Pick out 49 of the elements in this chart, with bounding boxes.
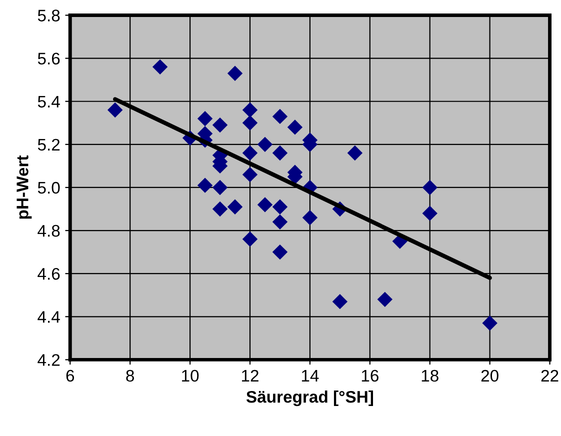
point [107, 102, 123, 118]
x-tick-label: 16 [362, 370, 378, 382]
point [272, 244, 288, 260]
x-tick-label: 22 [541, 370, 558, 382]
point [242, 102, 258, 118]
point [212, 201, 228, 217]
y-axis-title: pH-Wert [16, 155, 32, 219]
y-tick-label: 5.4 [38, 96, 60, 108]
y-tick-label: 4.2 [38, 354, 60, 366]
point [197, 110, 213, 126]
point [197, 178, 213, 193]
point [257, 197, 273, 212]
point [152, 59, 168, 75]
x-tick-label: 12 [242, 370, 258, 382]
y-tick-label: 5.0 [38, 182, 60, 194]
point [242, 166, 258, 182]
point [242, 145, 258, 161]
point [272, 145, 288, 161]
point [212, 117, 228, 133]
point [347, 145, 363, 161]
x-tick-label: 6 [66, 370, 74, 382]
x-axis-title: Säuregrad [°SH] [246, 390, 374, 406]
x-tick-label: 14 [302, 370, 319, 382]
x-tick-label: 8 [126, 370, 134, 382]
y-tick-label: 4.8 [38, 224, 60, 237]
point [422, 180, 438, 196]
point [482, 315, 498, 331]
point [242, 115, 258, 131]
point [332, 294, 348, 310]
x-tick-label: 10 [182, 370, 199, 382]
point [302, 210, 318, 226]
y-tick-label: 5.8 [38, 10, 60, 22]
x-tick-label: 18 [422, 370, 438, 382]
y-tick-label: 4.4 [38, 311, 60, 323]
y-tick-label: 5.2 [38, 138, 60, 151]
point [272, 108, 288, 124]
x-tick-label: 20 [481, 370, 498, 382]
point [257, 136, 273, 152]
point [272, 199, 288, 214]
point [242, 232, 258, 247]
point [287, 120, 303, 135]
point [227, 66, 243, 81]
point [422, 206, 438, 221]
point [272, 214, 288, 230]
point [377, 292, 393, 308]
y-tick-label: 5.6 [38, 52, 60, 65]
point [212, 180, 228, 196]
point [227, 199, 243, 214]
y-tick-label: 4.6 [38, 268, 60, 280]
